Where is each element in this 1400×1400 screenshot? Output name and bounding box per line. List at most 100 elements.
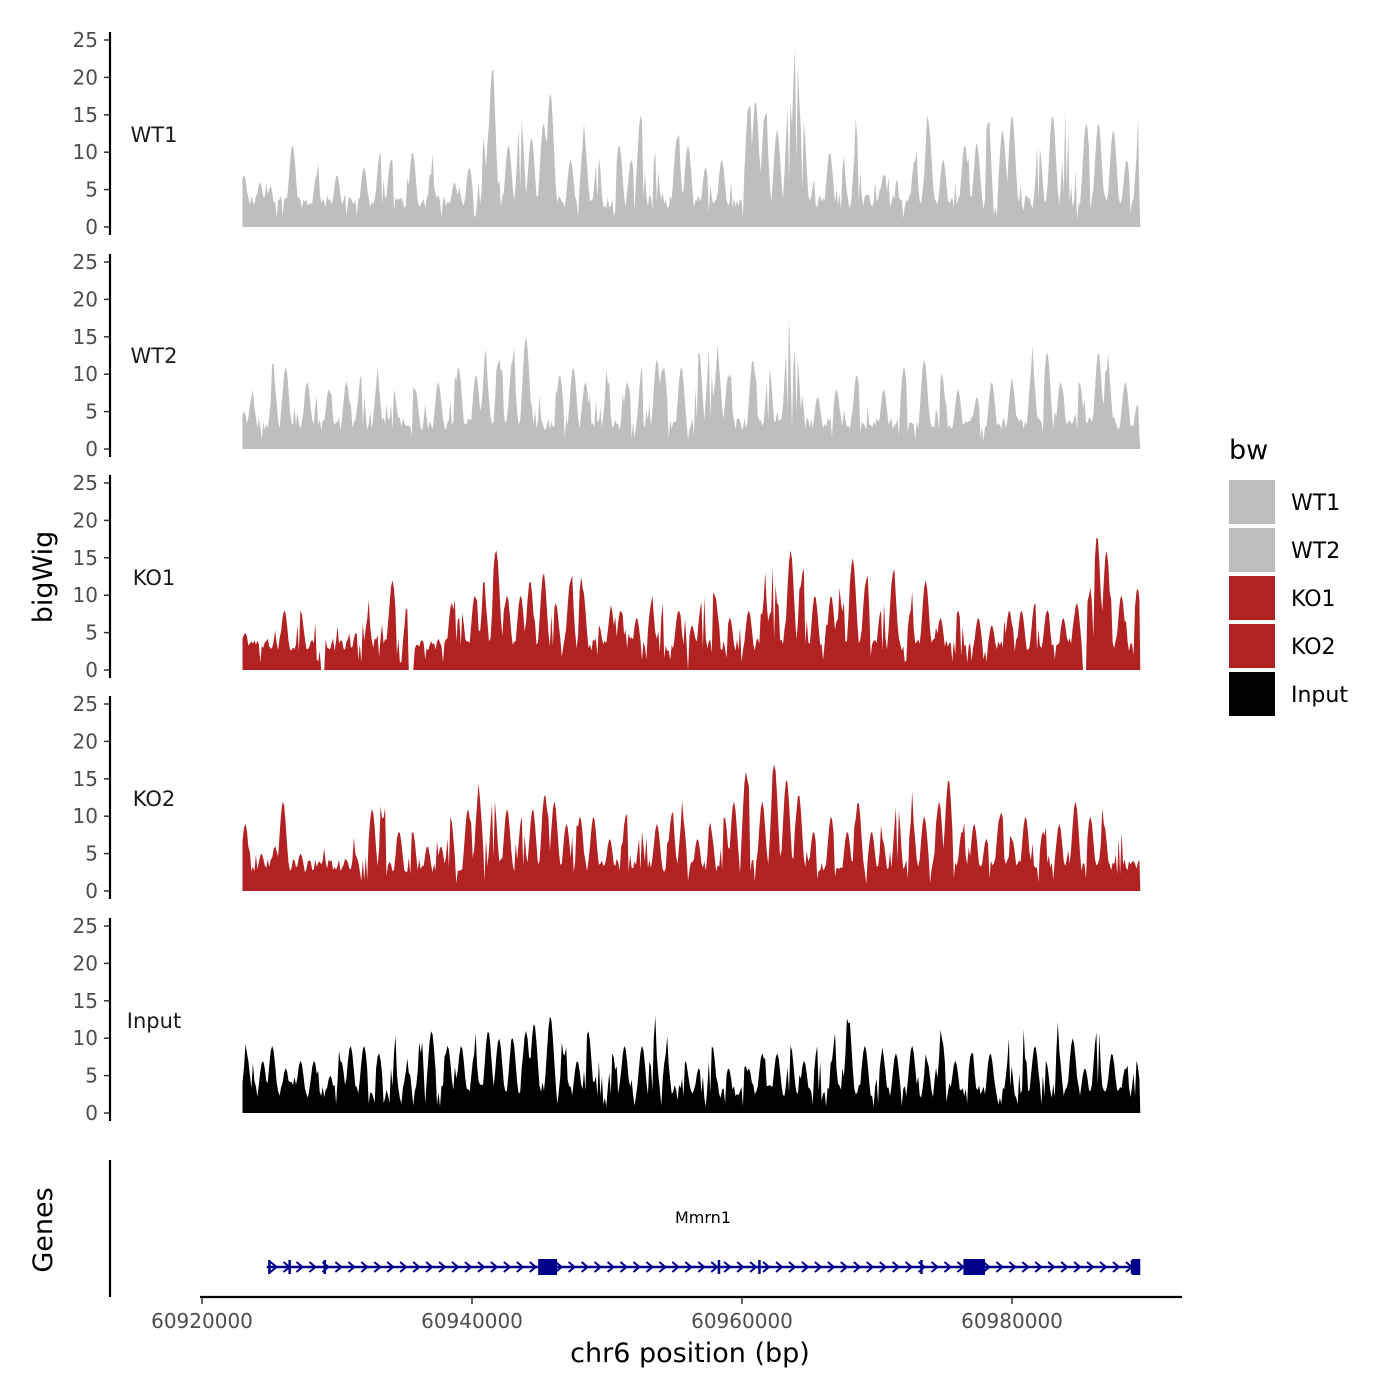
exon-5 xyxy=(717,1260,721,1274)
exon-6 xyxy=(758,1260,761,1274)
strand-arrow xyxy=(555,1261,564,1273)
strand-arrow xyxy=(451,1261,460,1273)
strand-arrow xyxy=(943,1261,953,1273)
strand-arrow xyxy=(684,1261,693,1273)
coverage-tracks: 0510152025WT10510152025WT20510152025KO10… xyxy=(73,28,1141,1125)
strand-arrow xyxy=(438,1261,447,1273)
strand-arrow xyxy=(982,1261,991,1273)
strand-arrow xyxy=(412,1261,421,1273)
y-tick-label-input-10: 10 xyxy=(73,1026,98,1050)
y-tick-label-wt2-10: 10 xyxy=(73,362,98,386)
y-axis-title: bigWig xyxy=(28,531,59,624)
genes-axis-title: Genes xyxy=(28,1187,59,1272)
track-label-ko2: KO2 xyxy=(133,787,176,811)
y-tick-label-input-5: 5 xyxy=(85,1064,98,1088)
legend-key-wt2 xyxy=(1229,528,1275,572)
x-tick-label-3: 60980000 xyxy=(961,1309,1063,1333)
y-tick-label-wt1-10: 10 xyxy=(73,140,98,164)
y-tick-label-ko1-0: 0 xyxy=(85,658,98,682)
legend-label-ko1: KO1 xyxy=(1291,587,1336,612)
coverage-area-ko2 xyxy=(242,764,1141,891)
y-tick-label-wt2-20: 20 xyxy=(73,287,98,311)
strand-arrow xyxy=(606,1261,616,1273)
legend: bw WT1 WT2 KO1 KO2 Input xyxy=(1229,435,1348,716)
y-tick-label-input-0: 0 xyxy=(85,1101,98,1125)
strand-arrow xyxy=(788,1261,797,1273)
track-label-input: Input xyxy=(127,1009,181,1033)
strand-arrow xyxy=(529,1261,538,1273)
legend-key-ko2 xyxy=(1229,624,1275,668)
strand-arrow xyxy=(736,1261,745,1273)
exon-8 xyxy=(963,1259,985,1275)
strand-arrow xyxy=(399,1261,408,1273)
y-tick-label-input-15: 15 xyxy=(73,989,98,1013)
y-tick-label-ko2-15: 15 xyxy=(73,767,98,791)
y-tick-label-wt1-25: 25 xyxy=(73,28,98,52)
strand-arrow xyxy=(580,1261,590,1273)
y-tick-label-ko2-5: 5 xyxy=(85,842,98,866)
strand-arrow xyxy=(658,1261,667,1273)
legend-key-input xyxy=(1229,672,1275,716)
strand-arrow xyxy=(464,1261,473,1273)
y-tick-label-ko1-20: 20 xyxy=(73,508,98,532)
strand-arrow xyxy=(930,1261,940,1273)
x-tick-label-0: 60920000 xyxy=(151,1309,253,1333)
strand-arrow xyxy=(567,1261,577,1273)
strand-arrow xyxy=(1086,1261,1095,1273)
coverage-area-wt1 xyxy=(242,48,1141,227)
strand-arrow xyxy=(801,1261,810,1273)
strand-arrow xyxy=(723,1261,732,1273)
strand-arrow xyxy=(840,1261,849,1273)
exon-2 xyxy=(288,1260,291,1274)
coverage-area-wt2 xyxy=(242,317,1141,449)
x-axis: 60920000 60940000 60960000 60980000 xyxy=(151,1295,1182,1333)
legend-label-ko2: KO2 xyxy=(1291,635,1336,660)
legend-key-ko1 xyxy=(1229,576,1275,620)
strand-arrow xyxy=(1008,1261,1017,1273)
x-tick-label-2: 60960000 xyxy=(691,1309,793,1333)
track-label-wt1: WT1 xyxy=(131,123,178,147)
strand-arrow xyxy=(1047,1261,1056,1273)
y-tick-label-input-20: 20 xyxy=(73,951,98,975)
y-tick-label-wt2-15: 15 xyxy=(73,325,98,349)
strand-arrow xyxy=(1099,1261,1108,1273)
track-wt2: 0 5 10 15 20 25 WT2 xyxy=(73,250,1141,461)
coverage-area-input xyxy=(242,1016,1141,1113)
y-tick-label-ko2-25: 25 xyxy=(73,692,98,716)
strand-arrow xyxy=(749,1261,758,1273)
strand-arrow xyxy=(762,1261,771,1273)
x-axis-title: chr6 position (bp) xyxy=(570,1338,810,1369)
legend-key-wt1 xyxy=(1229,480,1275,524)
y-tick-label-wt2-5: 5 xyxy=(85,400,98,424)
strand-arrow xyxy=(425,1261,434,1273)
legend-label-wt1: WT1 xyxy=(1291,491,1340,516)
strand-arrow xyxy=(632,1261,641,1273)
strand-arrow xyxy=(1112,1261,1121,1273)
strand-arrow xyxy=(295,1261,305,1273)
y-tick-label-ko2-10: 10 xyxy=(73,804,98,828)
exon-3 xyxy=(323,1260,326,1274)
y-tick-label-ko1-10: 10 xyxy=(73,583,98,607)
strand-arrow xyxy=(477,1261,486,1273)
exon-1 xyxy=(268,1260,271,1274)
strand-arrow xyxy=(516,1261,525,1273)
y-tick-label-wt1-15: 15 xyxy=(73,103,98,127)
y-tick-label-wt1-20: 20 xyxy=(73,65,98,89)
exon-4 xyxy=(538,1259,558,1275)
strand-arrow xyxy=(334,1261,343,1273)
strand-arrow xyxy=(593,1261,603,1273)
gene-name-label: Mmrn1 xyxy=(675,1208,731,1227)
legend-title: bw xyxy=(1229,435,1268,466)
strand-arrow xyxy=(866,1261,875,1273)
strand-arrow xyxy=(995,1261,1004,1273)
strand-arrow xyxy=(1021,1261,1030,1273)
x-tick-label-1: 60940000 xyxy=(421,1309,523,1333)
y-tick-label-ko2-0: 0 xyxy=(85,879,98,903)
y-tick-label-wt2-0: 0 xyxy=(85,437,98,461)
strand-arrow xyxy=(697,1261,706,1273)
track-ko2: 0 5 10 15 20 25 KO2 xyxy=(73,692,1141,903)
strand-arrow xyxy=(490,1261,499,1273)
strand-arrow xyxy=(308,1261,317,1273)
strand-arrow xyxy=(775,1261,784,1273)
y-tick-label-ko2-20: 20 xyxy=(73,729,98,753)
